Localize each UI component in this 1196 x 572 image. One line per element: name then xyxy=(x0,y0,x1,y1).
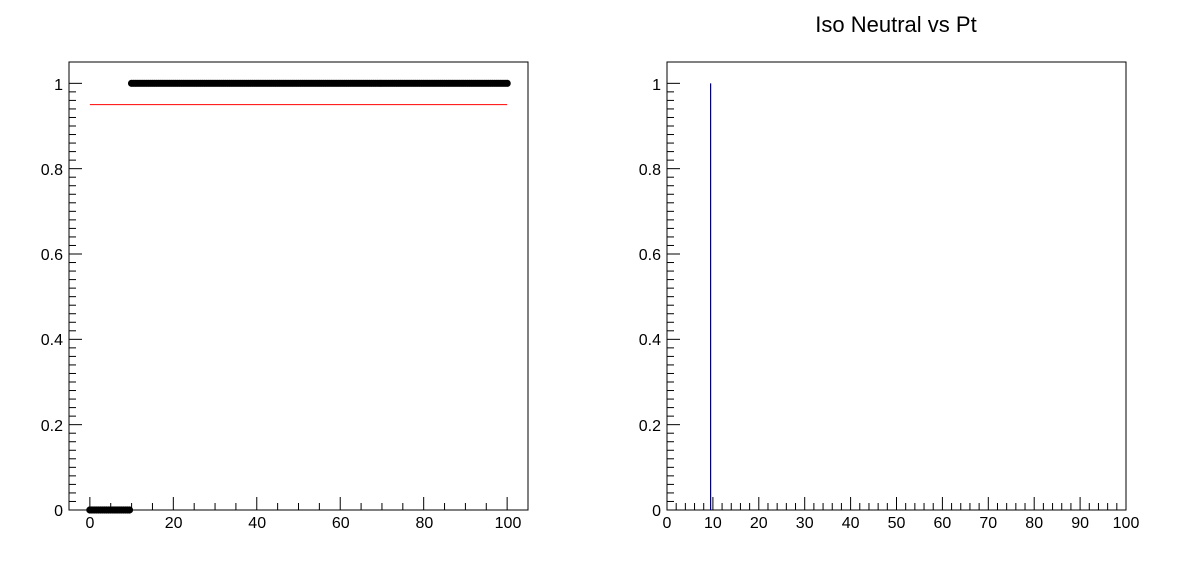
left-x-tick-label: 100 xyxy=(495,515,522,532)
left-plot-marks xyxy=(86,79,511,514)
right-x-tick-label: 100 xyxy=(1113,515,1140,532)
data-point xyxy=(125,506,134,514)
data-point xyxy=(503,79,511,87)
left-y-axis-ticks xyxy=(69,82,82,511)
left-y-tick-label: 0.2 xyxy=(41,418,63,435)
left-plot-frame xyxy=(68,61,529,511)
right-x-tick-label: 10 xyxy=(704,515,722,532)
right-y-axis-ticks xyxy=(667,82,680,511)
left-x-tick-label: 60 xyxy=(332,515,350,532)
left-x-tick-label: 80 xyxy=(416,515,434,532)
right-y-axis-labels: 0 0.2 0.4 0.6 0.8 1 xyxy=(639,77,661,520)
right-x-tick-label: 90 xyxy=(1071,515,1089,532)
right-plot-frame xyxy=(666,61,1127,511)
right-x-axis-labels: 0 10 20 30 40 50 60 70 80 90 100 xyxy=(663,515,1140,532)
right-x-tick-label: 30 xyxy=(796,515,814,532)
right-x-tick-label: 40 xyxy=(842,515,860,532)
right-y-tick-label: 0.8 xyxy=(639,162,661,179)
left-y-tick-label: 0.8 xyxy=(41,162,63,179)
right-y-tick-label: 0.2 xyxy=(639,418,661,435)
right-x-tick-label: 80 xyxy=(1025,515,1043,532)
chart-title: Iso Neutral vs Pt xyxy=(815,12,976,37)
left-x-axis-ticks xyxy=(89,497,508,510)
right-y-tick-label: 0 xyxy=(652,503,661,520)
left-y-tick-label: 0.6 xyxy=(41,247,63,264)
right-x-tick-label: 20 xyxy=(750,515,768,532)
right-y-tick-label: 0.4 xyxy=(639,332,661,349)
right-x-tick-label: 60 xyxy=(934,515,952,532)
right-x-tick-label: 0 xyxy=(663,515,672,532)
left-y-tick-label: 1 xyxy=(54,77,63,94)
left-y-tick-label: 0.4 xyxy=(41,332,63,349)
right-plot: Iso Neutral vs Pt 0 0.2 0.4 0.6 0.8 1 0 … xyxy=(639,12,1140,532)
left-x-tick-label: 40 xyxy=(248,515,266,532)
right-x-tick-label: 70 xyxy=(979,515,997,532)
right-x-axis-ticks xyxy=(666,497,1127,510)
right-x-tick-label: 50 xyxy=(888,515,906,532)
left-y-axis-labels: 0 0.2 0.4 0.6 0.8 1 xyxy=(41,77,63,520)
left-x-tick-label: 0 xyxy=(86,515,95,532)
left-y-tick-label: 0 xyxy=(54,503,63,520)
right-y-tick-label: 1 xyxy=(652,77,661,94)
left-x-axis-labels: 0 20 40 60 80 100 xyxy=(86,515,522,532)
left-plot: 0 0.2 0.4 0.6 0.8 1 0 20 40 60 80 100 xyxy=(41,61,529,532)
right-y-tick-label: 0.6 xyxy=(639,247,661,264)
left-x-tick-label: 20 xyxy=(165,515,183,532)
